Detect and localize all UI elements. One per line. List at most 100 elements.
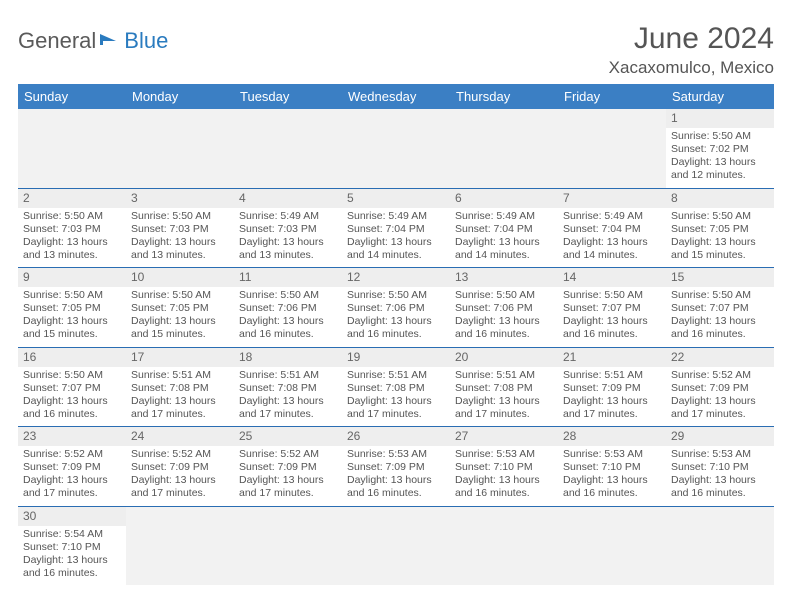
day-number: 10 xyxy=(126,268,234,287)
calendar-cell-empty xyxy=(558,109,666,188)
day-number: 26 xyxy=(342,427,450,446)
day-number: 12 xyxy=(342,268,450,287)
calendar-cell-empty xyxy=(342,506,450,585)
calendar-cell: 16 Sunrise: 5:50 AMSunset: 7:07 PMDayligh… xyxy=(18,347,126,427)
calendar-cell: 1Sunrise: 5:50 AMSunset: 7:02 PMDaylight… xyxy=(666,109,774,188)
day-number: 13 xyxy=(450,268,558,287)
calendar-cell: 13 Sunrise: 5:50 AMSunset: 7:06 PMDayligh… xyxy=(450,268,558,348)
calendar-cell-empty xyxy=(126,506,234,585)
sun-info: Sunrise: 5:50 AMSunset: 7:06 PMDaylight:… xyxy=(347,289,445,342)
calendar-cell: 7 Sunrise: 5:49 AMSunset: 7:04 PMDaylight… xyxy=(558,188,666,268)
calendar-cell-empty xyxy=(18,109,126,188)
sun-info: Sunrise: 5:53 AMSunset: 7:10 PMDaylight:… xyxy=(671,448,769,501)
calendar-cell: 14 Sunrise: 5:50 AMSunset: 7:07 PMDayligh… xyxy=(558,268,666,348)
sun-info: Sunrise: 5:49 AMSunset: 7:04 PMDaylight:… xyxy=(347,210,445,263)
calendar-cell: 21Sunrise: 5:51 AMSunset: 7:09 PMDayligh… xyxy=(558,347,666,427)
sun-info: Sunrise: 5:54 AMSunset: 7:10 PMDaylight:… xyxy=(23,528,121,581)
month-title: June 2024 xyxy=(609,22,774,56)
calendar-row: 23 Sunrise: 5:52 AMSunset: 7:09 PMDayligh… xyxy=(18,427,774,507)
weekday-header: Friday xyxy=(558,84,666,109)
calendar-cell-empty xyxy=(234,109,342,188)
day-number: 3 xyxy=(126,189,234,208)
sun-info: Sunrise: 5:50 AMSunset: 7:07 PMDaylight:… xyxy=(23,369,121,422)
day-number: 2 xyxy=(18,189,126,208)
sun-info: Sunrise: 5:50 AMSunset: 7:02 PMDaylight:… xyxy=(671,130,769,183)
sun-info: Sunrise: 5:50 AMSunset: 7:03 PMDaylight:… xyxy=(131,210,229,263)
calendar-row: 1Sunrise: 5:50 AMSunset: 7:02 PMDaylight… xyxy=(18,109,774,188)
day-number: 24 xyxy=(126,427,234,446)
calendar-cell: 8 Sunrise: 5:50 AMSunset: 7:05 PMDaylight… xyxy=(666,188,774,268)
sun-info: Sunrise: 5:53 AMSunset: 7:10 PMDaylight:… xyxy=(455,448,553,501)
day-number: 19 xyxy=(342,348,450,367)
calendar-cell: 20Sunrise: 5:51 AMSunset: 7:08 PMDayligh… xyxy=(450,347,558,427)
calendar-cell: 18 Sunrise: 5:51 AMSunset: 7:08 PMDayligh… xyxy=(234,347,342,427)
sun-info: Sunrise: 5:50 AMSunset: 7:07 PMDaylight:… xyxy=(563,289,661,342)
day-number: 17 xyxy=(126,348,234,367)
day-number: 27 xyxy=(450,427,558,446)
sun-info: Sunrise: 5:49 AMSunset: 7:04 PMDaylight:… xyxy=(455,210,553,263)
location-subtitle: Xacaxomulco, Mexico xyxy=(609,58,774,78)
sun-info: Sunrise: 5:50 AMSunset: 7:03 PMDaylight:… xyxy=(23,210,121,263)
calendar-cell: 28 Sunrise: 5:53 AMSunset: 7:10 PMDayligh… xyxy=(558,427,666,507)
sun-info: Sunrise: 5:50 AMSunset: 7:05 PMDaylight:… xyxy=(671,210,769,263)
day-number: 16 xyxy=(18,348,126,367)
calendar-cell: 12 Sunrise: 5:50 AMSunset: 7:06 PMDayligh… xyxy=(342,268,450,348)
calendar-row: 9Sunrise: 5:50 AMSunset: 7:05 PMDaylight… xyxy=(18,268,774,348)
calendar-cell: 25Sunrise: 5:52 AMSunset: 7:09 PMDayligh… xyxy=(234,427,342,507)
sun-info: Sunrise: 5:50 AMSunset: 7:05 PMDaylight:… xyxy=(131,289,229,342)
weekday-header: Thursday xyxy=(450,84,558,109)
day-number: 23 xyxy=(18,427,126,446)
sun-info: Sunrise: 5:52 AMSunset: 7:09 PMDaylight:… xyxy=(23,448,121,501)
weekday-header: Sunday xyxy=(18,84,126,109)
day-number: 22 xyxy=(666,348,774,367)
sun-info: Sunrise: 5:50 AMSunset: 7:05 PMDaylight:… xyxy=(23,289,121,342)
page-header: General Blue June 2024 Xacaxomulco, Mexi… xyxy=(18,22,774,78)
calendar-cell-empty xyxy=(450,109,558,188)
calendar-cell: 11 Sunrise: 5:50 AMSunset: 7:06 PMDayligh… xyxy=(234,268,342,348)
sun-info: Sunrise: 5:53 AMSunset: 7:10 PMDaylight:… xyxy=(563,448,661,501)
sun-info: Sunrise: 5:50 AMSunset: 7:06 PMDaylight:… xyxy=(455,289,553,342)
weekday-header: Saturday xyxy=(666,84,774,109)
day-number: 18 xyxy=(234,348,342,367)
day-number: 28 xyxy=(558,427,666,446)
calendar-cell: 4Sunrise: 5:49 AMSunset: 7:03 PMDaylight… xyxy=(234,188,342,268)
day-number: 5 xyxy=(342,189,450,208)
day-number: 8 xyxy=(666,189,774,208)
calendar-cell: 17Sunrise: 5:51 AMSunset: 7:08 PMDayligh… xyxy=(126,347,234,427)
sun-info: Sunrise: 5:52 AMSunset: 7:09 PMDaylight:… xyxy=(131,448,229,501)
logo-text-blue: Blue xyxy=(124,28,168,54)
calendar-cell: 19Sunrise: 5:51 AMSunset: 7:08 PMDayligh… xyxy=(342,347,450,427)
calendar-cell-empty xyxy=(342,109,450,188)
calendar-cell: 29 Sunrise: 5:53 AMSunset: 7:10 PMDayligh… xyxy=(666,427,774,507)
weekday-header: Monday xyxy=(126,84,234,109)
calendar-cell-empty xyxy=(666,506,774,585)
calendar-cell: 30 Sunrise: 5:54 AMSunset: 7:10 PMDayligh… xyxy=(18,506,126,585)
sun-info: Sunrise: 5:49 AMSunset: 7:04 PMDaylight:… xyxy=(563,210,661,263)
calendar-cell: 26Sunrise: 5:53 AMSunset: 7:09 PMDayligh… xyxy=(342,427,450,507)
calendar-cell: 5 Sunrise: 5:49 AMSunset: 7:04 PMDaylight… xyxy=(342,188,450,268)
day-number: 14 xyxy=(558,268,666,287)
calendar-cell: 24 Sunrise: 5:52 AMSunset: 7:09 PMDayligh… xyxy=(126,427,234,507)
calendar-cell: 23 Sunrise: 5:52 AMSunset: 7:09 PMDayligh… xyxy=(18,427,126,507)
calendar-cell-empty xyxy=(126,109,234,188)
calendar-table: SundayMondayTuesdayWednesdayThursdayFrid… xyxy=(18,84,774,585)
sun-info: Sunrise: 5:50 AMSunset: 7:06 PMDaylight:… xyxy=(239,289,337,342)
calendar-cell-empty xyxy=(558,506,666,585)
calendar-body: 1Sunrise: 5:50 AMSunset: 7:02 PMDaylight… xyxy=(18,109,774,585)
sun-info: Sunrise: 5:51 AMSunset: 7:08 PMDaylight:… xyxy=(455,369,553,422)
day-number: 7 xyxy=(558,189,666,208)
sun-info: Sunrise: 5:52 AMSunset: 7:09 PMDaylight:… xyxy=(671,369,769,422)
calendar-row: 16 Sunrise: 5:50 AMSunset: 7:07 PMDayligh… xyxy=(18,347,774,427)
sun-info: Sunrise: 5:51 AMSunset: 7:08 PMDaylight:… xyxy=(239,369,337,422)
day-number: 30 xyxy=(18,507,126,526)
calendar-cell: 27 Sunrise: 5:53 AMSunset: 7:10 PMDayligh… xyxy=(450,427,558,507)
calendar-cell: 3 Sunrise: 5:50 AMSunset: 7:03 PMDaylight… xyxy=(126,188,234,268)
day-number: 11 xyxy=(234,268,342,287)
day-number: 4 xyxy=(234,189,342,208)
calendar-cell-empty xyxy=(450,506,558,585)
day-number: 15 xyxy=(666,268,774,287)
calendar-cell: 2 Sunrise: 5:50 AMSunset: 7:03 PMDaylight… xyxy=(18,188,126,268)
day-number: 29 xyxy=(666,427,774,446)
sun-info: Sunrise: 5:50 AMSunset: 7:07 PMDaylight:… xyxy=(671,289,769,342)
calendar-cell: 10 Sunrise: 5:50 AMSunset: 7:05 PMDayligh… xyxy=(126,268,234,348)
